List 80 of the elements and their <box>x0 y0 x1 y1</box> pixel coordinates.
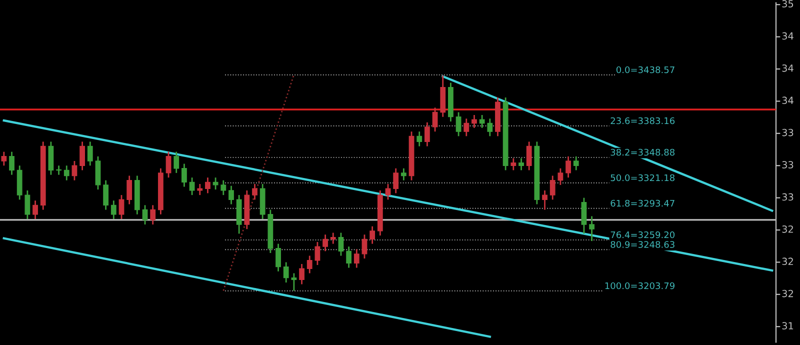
candlestick <box>558 168 564 186</box>
ref-line-label: 0.0=3438.57 <box>616 66 674 74</box>
candlestick <box>1 151 7 166</box>
candlestick <box>346 246 352 268</box>
text: 32 <box>782 290 793 298</box>
candlestick <box>166 151 172 178</box>
candlestick <box>338 232 344 256</box>
candlestick <box>283 262 289 284</box>
candlestick <box>189 176 195 196</box>
text: 34 <box>782 96 794 104</box>
candlestick <box>510 158 516 171</box>
candlestick <box>416 130 422 147</box>
candlestick <box>330 232 336 244</box>
text: 33 <box>782 128 794 136</box>
text: 35 <box>782 0 794 8</box>
ref-line-label: 23.6=3383.16 <box>610 117 675 124</box>
candlestick <box>205 176 210 194</box>
ref-line-label: 80.9=3248.63 <box>610 241 674 248</box>
candlestick <box>472 114 477 129</box>
candlestick <box>479 114 485 129</box>
candlestick <box>64 164 70 182</box>
candlestick <box>72 160 78 182</box>
candlestick <box>400 168 406 182</box>
candlestick <box>354 248 360 268</box>
candlestick <box>228 185 234 205</box>
candlestick <box>370 226 376 244</box>
candlestick <box>456 112 462 137</box>
ref-line-label: 100.0=3203.79 <box>605 282 674 290</box>
candlestick <box>9 151 14 176</box>
candlestick <box>385 183 391 200</box>
candlestick <box>299 263 304 285</box>
candlestick <box>487 118 493 137</box>
candlestick <box>220 180 226 196</box>
candlestick <box>432 106 438 132</box>
candlestick <box>362 234 368 260</box>
candlestick <box>87 140 93 166</box>
text: 34 <box>782 64 794 72</box>
candlestick <box>464 118 470 137</box>
text: 34 <box>782 32 794 40</box>
text: 33 <box>782 193 794 201</box>
candlestick <box>542 190 548 210</box>
candlestick <box>103 180 109 210</box>
text: 31 <box>782 322 794 330</box>
candlestick <box>56 164 62 176</box>
candlestick <box>393 168 399 194</box>
candlestick <box>276 243 281 272</box>
ref-line-label: 38.2=3348.88 <box>610 148 674 156</box>
candlestick <box>314 241 320 266</box>
candlestick <box>518 158 524 171</box>
ref-line-label: 76.4=3259.20 <box>610 231 675 238</box>
candlestick <box>182 163 187 188</box>
candlestick <box>291 272 297 292</box>
candlestick <box>581 197 587 234</box>
candlestick <box>118 194 124 220</box>
candlestick <box>252 183 258 200</box>
text: 33 <box>782 161 794 168</box>
candlestick <box>526 140 532 171</box>
candlestick <box>95 156 101 190</box>
candlestick <box>197 183 203 196</box>
candlestick <box>306 255 312 274</box>
candlestick <box>322 234 328 252</box>
candlestick <box>212 176 218 190</box>
candlestick <box>110 200 116 220</box>
candlestick <box>48 140 54 176</box>
candlestick <box>573 156 579 171</box>
candlestick <box>589 216 594 242</box>
candlestick <box>566 156 571 178</box>
ref-line-label: 50.0=3321.18 <box>610 174 674 182</box>
candlestick <box>142 204 148 226</box>
candlestick <box>126 175 132 205</box>
candlestick <box>150 204 156 226</box>
text: 32 <box>782 225 793 233</box>
text: 32 <box>782 258 793 266</box>
candlestick <box>32 200 38 220</box>
ref-line-label: 61.8=3293.47 <box>610 200 674 207</box>
candlestick <box>80 140 86 171</box>
candlestick <box>174 151 180 174</box>
candlestick <box>24 190 30 220</box>
candlestick <box>550 175 556 200</box>
candlestick <box>424 122 430 147</box>
